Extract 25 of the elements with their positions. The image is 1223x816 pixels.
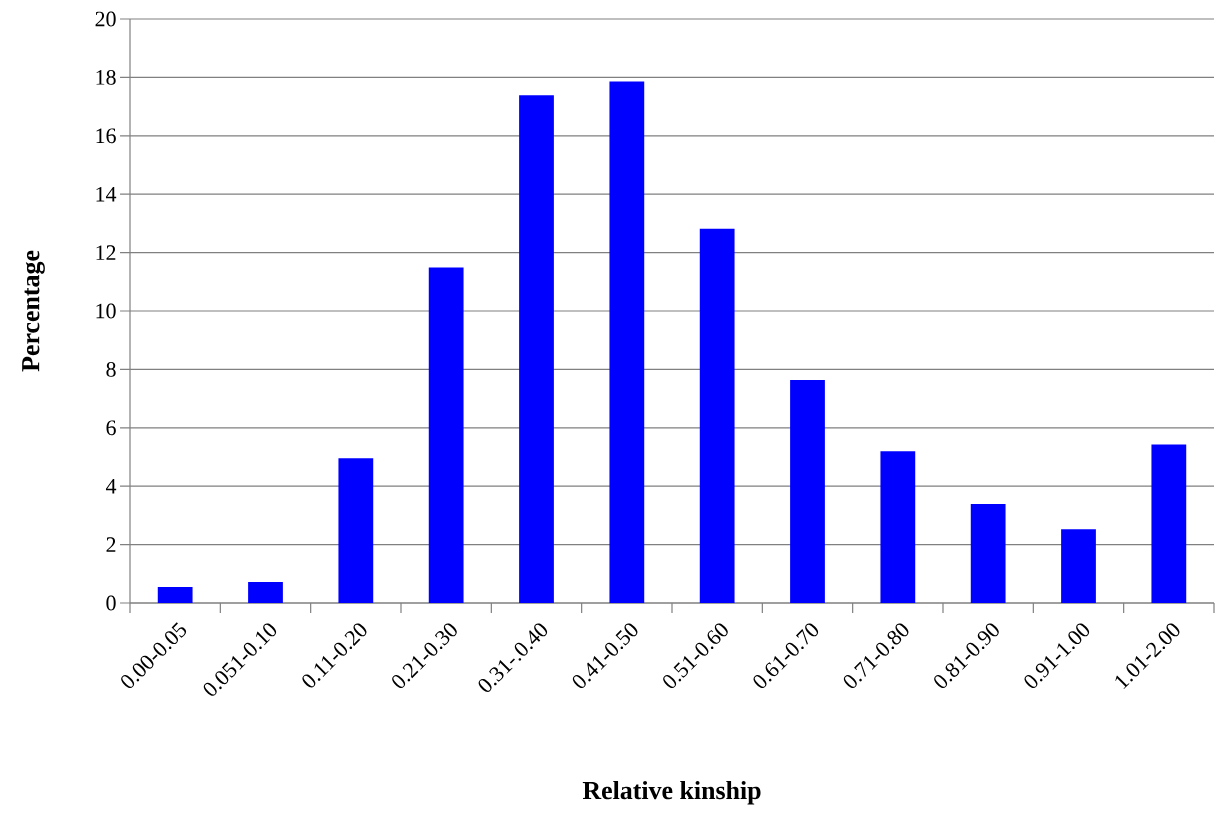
- y-tick-label: 18: [96, 70, 116, 85]
- y-tick-label: 6: [106, 420, 116, 436]
- bar: [1061, 529, 1096, 603]
- x-axis-title: Relative kinship: [582, 781, 761, 805]
- y-tick-label: 10: [96, 303, 116, 319]
- y-tick-label: 4: [105, 478, 117, 494]
- bar: [609, 81, 645, 603]
- bar: [970, 504, 1006, 603]
- bar: [1151, 444, 1187, 603]
- y-tick-label: 14: [96, 186, 117, 202]
- bar: [699, 228, 735, 603]
- bar: [790, 379, 825, 603]
- y-tick-label: 8: [106, 362, 116, 377]
- y-tick-label: 2: [106, 537, 116, 552]
- y-axis-title: Percentage: [22, 250, 45, 372]
- y-tick-label: 0: [106, 595, 116, 611]
- bar: [880, 451, 916, 603]
- bar: [157, 586, 193, 603]
- y-tick-label: 12: [96, 245, 116, 260]
- bar: [248, 581, 283, 603]
- y-tick-label: 20: [95, 11, 116, 27]
- y-tick-label: 16: [96, 128, 116, 144]
- bar: [428, 267, 464, 603]
- bar: [519, 95, 554, 603]
- bar: [338, 458, 374, 603]
